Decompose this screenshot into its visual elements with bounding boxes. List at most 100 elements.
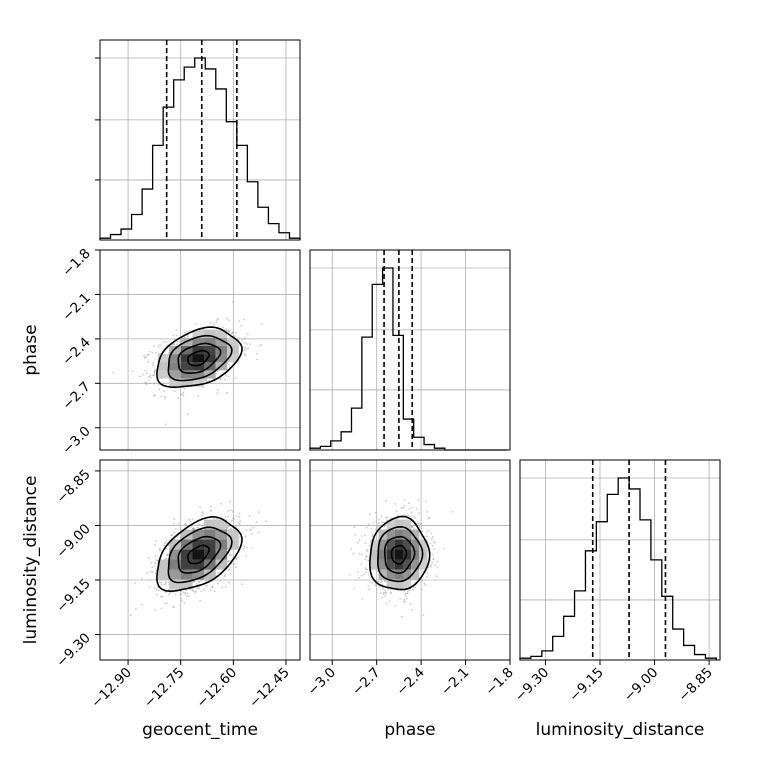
scatter-point [224,586,227,588]
scatter-point [435,575,438,578]
y-axis-title-phase: phase [21,324,41,375]
scatter-point [264,520,267,523]
histogram-bar-luminosity_distance [585,551,596,660]
scatter-point [235,377,238,379]
density-geocent_time-phase [157,329,239,387]
density-cell [169,370,181,379]
scatter-point [406,592,409,595]
scatter-point [238,536,241,539]
scatter-point [375,527,378,530]
scatter-point [154,572,157,575]
scatter-point [162,341,165,343]
scatter-point [173,338,176,341]
scatter-point [431,553,434,556]
y-tick-label-luminosity_distance: −9.00 [53,521,94,562]
density-cell [169,345,181,355]
scatter-point [144,382,147,385]
x-tick-label-luminosity_distance: −9.15 [566,665,607,706]
contour-line [167,334,233,382]
scatter-point [411,506,413,509]
scatter-point [420,522,423,525]
density-cell [169,362,181,371]
scatter-point [154,562,157,565]
scatter-point [154,544,157,546]
scatter-point [135,607,137,610]
scatter-point [163,390,165,393]
scatter-point [143,354,146,357]
scatter-point [235,515,238,517]
scatter-point [421,530,424,533]
scatter-point [229,572,232,575]
scatter-point [364,558,367,561]
scatter-point [186,595,188,598]
scatter-point [376,526,379,528]
scatter-point [365,571,367,574]
scatter-point [155,352,158,354]
histogram-bar-phase [362,337,372,450]
y-tick-label-phase: −2.1 [59,290,93,324]
scatter-point [205,379,208,381]
scatter-point [409,603,412,606]
contour-line [187,349,210,367]
density-cell [227,354,239,363]
scatter-point [237,556,239,559]
scatter-point [174,593,177,596]
scatter-point [431,544,434,547]
scatter-point [381,596,384,598]
scatter-point [244,354,247,357]
scatter-point [411,511,413,514]
scatter-point [145,383,148,386]
x-axis-title-phase: phase [384,720,435,740]
scatter-point [152,374,155,377]
scatter-point [257,511,260,514]
scatter-point [213,323,215,325]
scatter-point [217,572,220,574]
histogram-bar-geocent_time [153,145,164,240]
density-cell [169,354,181,363]
scatter-point [433,542,436,544]
scatter-point [161,595,163,598]
histogram-bar-geocent_time [258,207,269,240]
scatter-point [173,390,176,393]
histogram-bar-geocent_time [237,145,248,240]
scatter-point [239,520,242,523]
scatter-point [163,544,166,547]
scatter-point [364,534,366,537]
histogram-bar-geocent_time [279,233,290,240]
scatter-point [242,318,245,321]
scatter-point [358,576,360,579]
scatter-point [410,515,412,517]
scatter-point [179,536,182,539]
scatter-point [242,547,245,550]
scatter-point [245,529,248,531]
contour-line [177,342,222,374]
histogram-bar-geocent_time [142,189,153,240]
scatter-point [258,344,261,347]
density-cell [169,378,181,387]
scatter-point [249,343,251,345]
scatter-point [183,602,186,604]
scatter-point [384,591,387,594]
scatter-point [157,383,160,386]
scatter-point [151,571,154,573]
scatter-point [165,341,168,343]
scatter-point [175,334,178,337]
histogram-bar-phase [331,441,341,450]
scatter-point [168,593,171,596]
x-tick-label-phase: −2.1 [438,665,472,699]
x-tick-label-phase: −2.7 [349,665,383,699]
scatter-point [378,522,380,524]
scatter-point [239,540,242,542]
scatter-point [112,371,115,374]
scatter-point [248,515,251,517]
scatter-point [374,511,377,514]
histogram-bar-luminosity_distance [553,636,564,660]
scatter-point [217,582,219,585]
histogram-bar-luminosity_distance [684,645,695,660]
scatter-point [363,573,366,576]
scatter-point [182,591,185,594]
scatter-point [403,598,406,601]
scatter-point [155,559,158,562]
scatter-point [176,340,179,343]
y-tick-label-phase: −2.4 [59,334,93,368]
